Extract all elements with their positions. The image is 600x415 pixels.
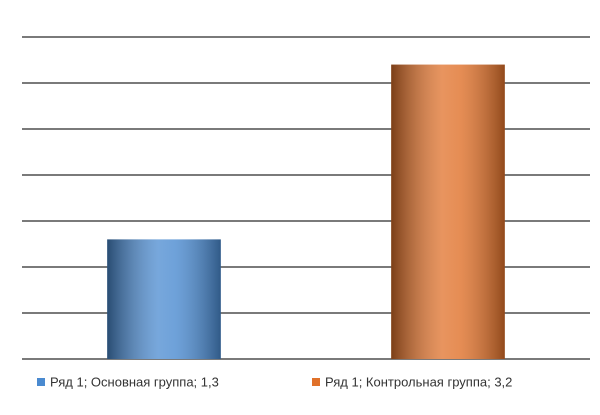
legend-label: Ряд 1; Основная группа; 1,3	[50, 374, 219, 389]
legend-swatch	[37, 378, 45, 386]
legend-label: Ряд 1; Контрольная группа; 3,2	[325, 374, 512, 389]
bar-shading	[391, 64, 505, 359]
legend-swatch	[312, 378, 320, 386]
bar-shading	[107, 239, 221, 359]
